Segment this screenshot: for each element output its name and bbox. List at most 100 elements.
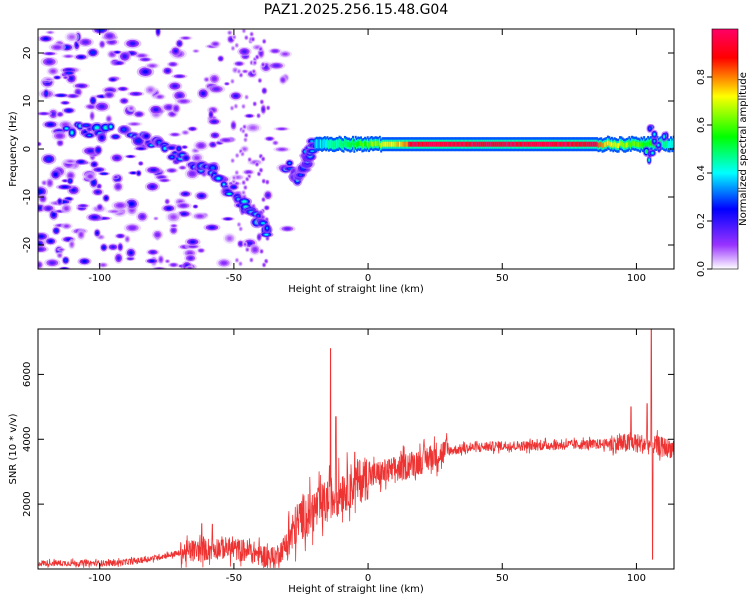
noise-blob: [171, 215, 176, 219]
signal-track-core: [429, 141, 432, 147]
noise-blob: [131, 172, 135, 174]
noise-blob: [102, 172, 106, 175]
x-tick-label: 50: [496, 273, 509, 284]
y-tick-label: 20: [22, 47, 33, 60]
signal-track-core: [530, 141, 533, 147]
signal-track-core: [554, 141, 557, 147]
signal-track-core: [637, 142, 640, 148]
colorbar-gradient: [711, 28, 739, 270]
signal-track-core: [361, 142, 364, 148]
noise-streak: [262, 180, 265, 183]
noise-streak: [244, 186, 247, 189]
signal-track-core: [463, 141, 466, 147]
signal-track-core: [488, 141, 491, 147]
noise-blob: [110, 53, 114, 56]
signal-track-core: [358, 141, 361, 147]
signal-track-core: [589, 141, 592, 147]
descending-branch-blob: [227, 193, 232, 195]
signal-track-core: [531, 141, 534, 147]
noise-blob: [43, 181, 46, 184]
noise-streak: [238, 70, 240, 73]
signal-track-core: [315, 141, 318, 147]
noise-blob: [212, 120, 217, 123]
noise-blob: [219, 57, 222, 60]
noise-streak: [243, 29, 245, 32]
noise-blob: [57, 134, 62, 138]
noise-streak: [239, 262, 242, 265]
signal-track-core: [609, 142, 612, 148]
noise-blob: [116, 185, 120, 189]
signal-track-core: [502, 141, 505, 147]
signal-track-core: [581, 141, 584, 147]
descending-branch-blob: [65, 127, 68, 130]
signal-track-core: [610, 141, 613, 147]
noise-streak: [248, 175, 251, 178]
noise-blob: [64, 179, 67, 182]
snr-x-label: Height of straight line (km): [288, 584, 424, 595]
noise-blob: [172, 224, 176, 227]
signal-track-core: [597, 142, 600, 148]
signal-track-core: [404, 141, 407, 147]
noise-blob: [58, 113, 62, 116]
noise-blob: [243, 147, 246, 151]
noise-blob: [48, 240, 53, 243]
noise-blob: [69, 179, 72, 183]
signal-track-core: [317, 141, 320, 147]
noise-blob: [250, 126, 256, 130]
noise-streak: [233, 176, 235, 179]
noise-blob: [121, 88, 125, 90]
descending-branch-blob: [100, 135, 104, 140]
signal-track-core: [482, 141, 485, 147]
descending-branch-blob: [264, 233, 269, 236]
signal-track-core: [527, 141, 530, 147]
signal-track-core: [347, 142, 350, 148]
noise-blob: [101, 264, 105, 266]
signal-track-core: [329, 141, 332, 147]
descending-branch-blob: [232, 186, 236, 189]
noise-streak: [245, 134, 247, 137]
signal-track-core: [480, 141, 483, 147]
signal-track-core: [360, 140, 363, 146]
noise-blob: [268, 137, 272, 140]
noise-blob: [174, 49, 178, 53]
noise-blob: [279, 148, 285, 151]
noise-blob: [139, 54, 145, 57]
signal-track-core: [445, 141, 448, 147]
noise-blob: [242, 50, 247, 53]
signal-track-core: [457, 141, 460, 147]
signal-track-core: [321, 142, 324, 148]
descending-branch-blob: [113, 135, 118, 138]
signal-track-core: [448, 141, 451, 147]
snr-x-ticks: -100 -50 0 50 100: [88, 329, 646, 584]
descending-branch-blob: [136, 139, 141, 143]
signal-track-core: [435, 141, 438, 147]
noise-blob: [212, 77, 217, 81]
noise-blob: [47, 52, 52, 55]
signal-track-core: [562, 141, 565, 147]
signal-track-core: [439, 141, 442, 147]
snr-panel: -100 -50 0 50 100 2000 4000 6000 Height of str…: [8, 328, 675, 595]
signal-track-core: [318, 141, 321, 147]
noise-blob: [143, 58, 148, 61]
signal-track-core: [647, 140, 650, 146]
descending-branch-blob: [216, 177, 221, 180]
signal-track-core: [596, 141, 599, 147]
signal-track-core: [377, 141, 380, 147]
noise-blob: [128, 155, 133, 158]
signal-track-core: [341, 142, 344, 148]
noise-streak: [265, 260, 267, 263]
noise-blob: [105, 196, 108, 200]
noise-blob: [187, 251, 192, 255]
noise-blob: [155, 233, 160, 237]
signal-track-core: [574, 141, 577, 147]
noise-blob: [59, 248, 63, 251]
noise-blob: [92, 181, 96, 185]
noise-blob: [211, 143, 215, 146]
noise-streak: [246, 178, 248, 180]
noise-blob: [233, 94, 238, 98]
signal-track-core: [514, 141, 517, 147]
noise-streak: [256, 56, 258, 58]
signal-track-core: [526, 141, 529, 147]
signal-track-core: [668, 142, 671, 148]
noise-blob: [239, 242, 242, 245]
